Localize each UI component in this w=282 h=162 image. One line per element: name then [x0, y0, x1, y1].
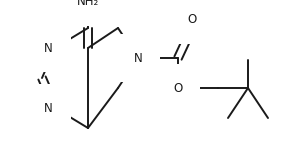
Text: O: O: [187, 13, 197, 26]
Text: O: O: [173, 81, 183, 94]
Text: N: N: [134, 52, 142, 64]
Text: N: N: [44, 102, 53, 115]
Text: N: N: [44, 41, 53, 54]
Text: NH₂: NH₂: [77, 0, 99, 8]
